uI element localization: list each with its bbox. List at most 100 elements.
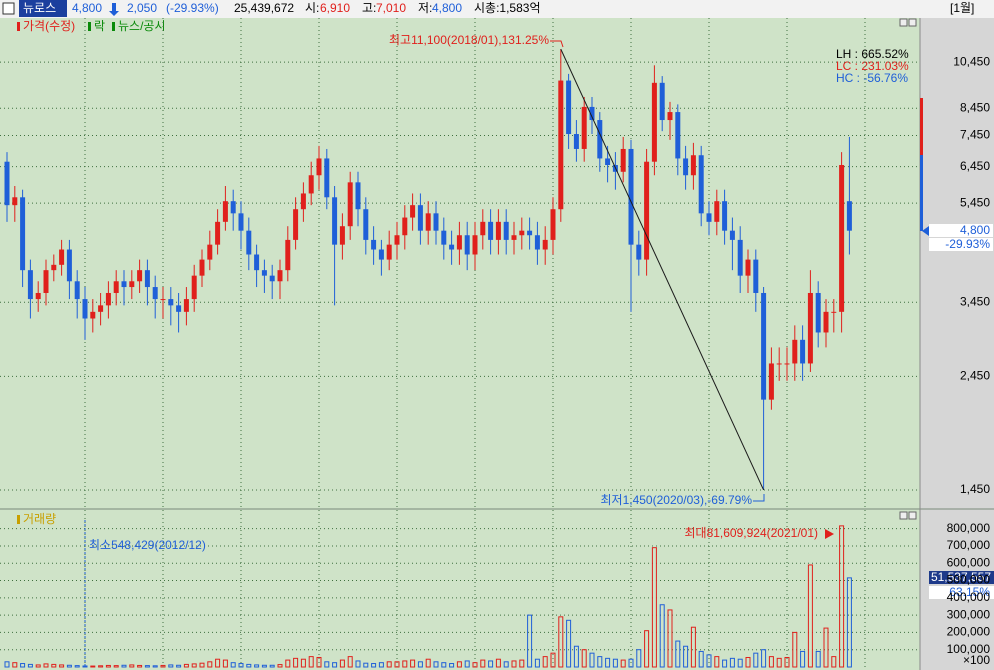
high-annotation: 최고11,100(2018/01),131.25%	[389, 33, 549, 47]
volume-bar	[761, 649, 767, 668]
candle-body	[20, 197, 26, 271]
volume-bar	[605, 657, 611, 668]
candle-body	[386, 244, 392, 260]
volume-bar	[316, 656, 322, 668]
volume-bar	[378, 662, 384, 668]
volume-bar	[66, 664, 72, 668]
annotation-arrow	[753, 494, 765, 502]
panel-button[interactable]	[899, 18, 908, 27]
change-pct: (-29.93%)	[166, 1, 219, 15]
candle-body	[191, 275, 197, 300]
last-price: 4,800	[960, 223, 990, 237]
candle-body	[215, 221, 221, 245]
candle-body	[488, 221, 494, 240]
candle-body	[753, 259, 759, 293]
candle-body	[269, 275, 275, 282]
volume-bar	[246, 663, 252, 668]
volume-bar	[542, 656, 548, 668]
volume-bar	[230, 662, 236, 668]
volume-bar	[667, 609, 673, 668]
volume-bar	[706, 654, 712, 668]
volume-bar	[254, 664, 260, 668]
volume-bar	[20, 663, 26, 668]
legend-label: 뉴스/공시	[118, 19, 166, 33]
panel-button[interactable]	[908, 18, 917, 27]
volume-bar	[519, 659, 525, 668]
volume-bar	[573, 645, 579, 668]
candle-body	[823, 311, 829, 333]
volume-bar	[472, 662, 478, 668]
volume-bar	[433, 661, 439, 668]
candle-body	[683, 158, 689, 176]
y-tick-label: 400,000	[947, 590, 991, 604]
panel-button[interactable]	[899, 511, 908, 520]
volume-bar	[698, 650, 704, 668]
y-tick-label: 600,000	[947, 555, 991, 569]
candle-body	[316, 158, 322, 176]
volume-bar	[160, 664, 166, 668]
volume-bar	[846, 577, 852, 668]
candle-body	[534, 235, 540, 250]
y-tick-label: 10,450	[953, 54, 990, 68]
legend-label: 락	[94, 19, 105, 33]
header-bar	[0, 0, 994, 18]
candle-body	[456, 235, 462, 250]
volume-bar	[121, 664, 127, 668]
volume-bar	[12, 662, 18, 668]
candle-body	[121, 281, 127, 288]
candle-body	[807, 292, 813, 364]
volume-bar	[807, 564, 813, 668]
last-change: -29.93%	[945, 237, 990, 251]
candle-body	[846, 201, 852, 231]
low: 4,800	[432, 1, 462, 15]
candle-body	[339, 226, 345, 245]
volume-bar	[207, 661, 213, 668]
candle-body	[4, 161, 10, 206]
name-bg	[19, 0, 67, 17]
volume-bar	[98, 665, 104, 668]
candle-body	[644, 161, 650, 260]
candle-body	[82, 299, 88, 319]
volume-bar	[152, 665, 158, 668]
period[interactable]: [1월]	[950, 1, 974, 15]
range-bar	[920, 155, 923, 231]
volume-box	[929, 571, 994, 584]
candle-body	[659, 82, 665, 121]
panel-button[interactable]	[908, 511, 917, 520]
candle-body	[433, 213, 439, 231]
volume-bar	[308, 656, 314, 668]
open-label: 시:	[305, 1, 319, 15]
candle-body	[402, 217, 408, 236]
legend-swatch	[17, 22, 20, 31]
volume-bar	[612, 658, 618, 668]
annotation-arrow	[825, 529, 834, 539]
volume-bar	[347, 656, 353, 668]
candle-body	[722, 201, 728, 231]
y-tick-label: 7,450	[960, 128, 990, 142]
volume-bar	[222, 659, 228, 668]
candle-body	[105, 292, 111, 306]
y-tick-label: 2,450	[960, 369, 990, 383]
volume-bar	[113, 665, 119, 668]
candle-body	[113, 281, 119, 293]
candle-body	[581, 106, 587, 149]
stat: LH : 665.52%	[836, 47, 909, 61]
candle-body	[43, 270, 49, 293]
candle-body	[66, 249, 72, 282]
y-tick-label: 800,000	[947, 521, 991, 535]
volume-bar	[776, 657, 782, 668]
volume-bar	[737, 658, 743, 668]
legend-label: 거래량	[23, 512, 56, 526]
volume-bar	[480, 659, 486, 668]
volume-bar	[839, 525, 845, 668]
candle-body	[332, 197, 338, 245]
candle-body	[98, 305, 104, 312]
candle-body	[238, 213, 244, 231]
last-volume: 51,537,557	[931, 570, 991, 584]
open: 6,910	[320, 1, 350, 15]
range-bar	[920, 98, 923, 155]
candle-body	[480, 221, 486, 236]
volume-bar	[495, 658, 501, 668]
checkbox[interactable]	[2, 2, 15, 15]
candle-body	[706, 213, 712, 222]
